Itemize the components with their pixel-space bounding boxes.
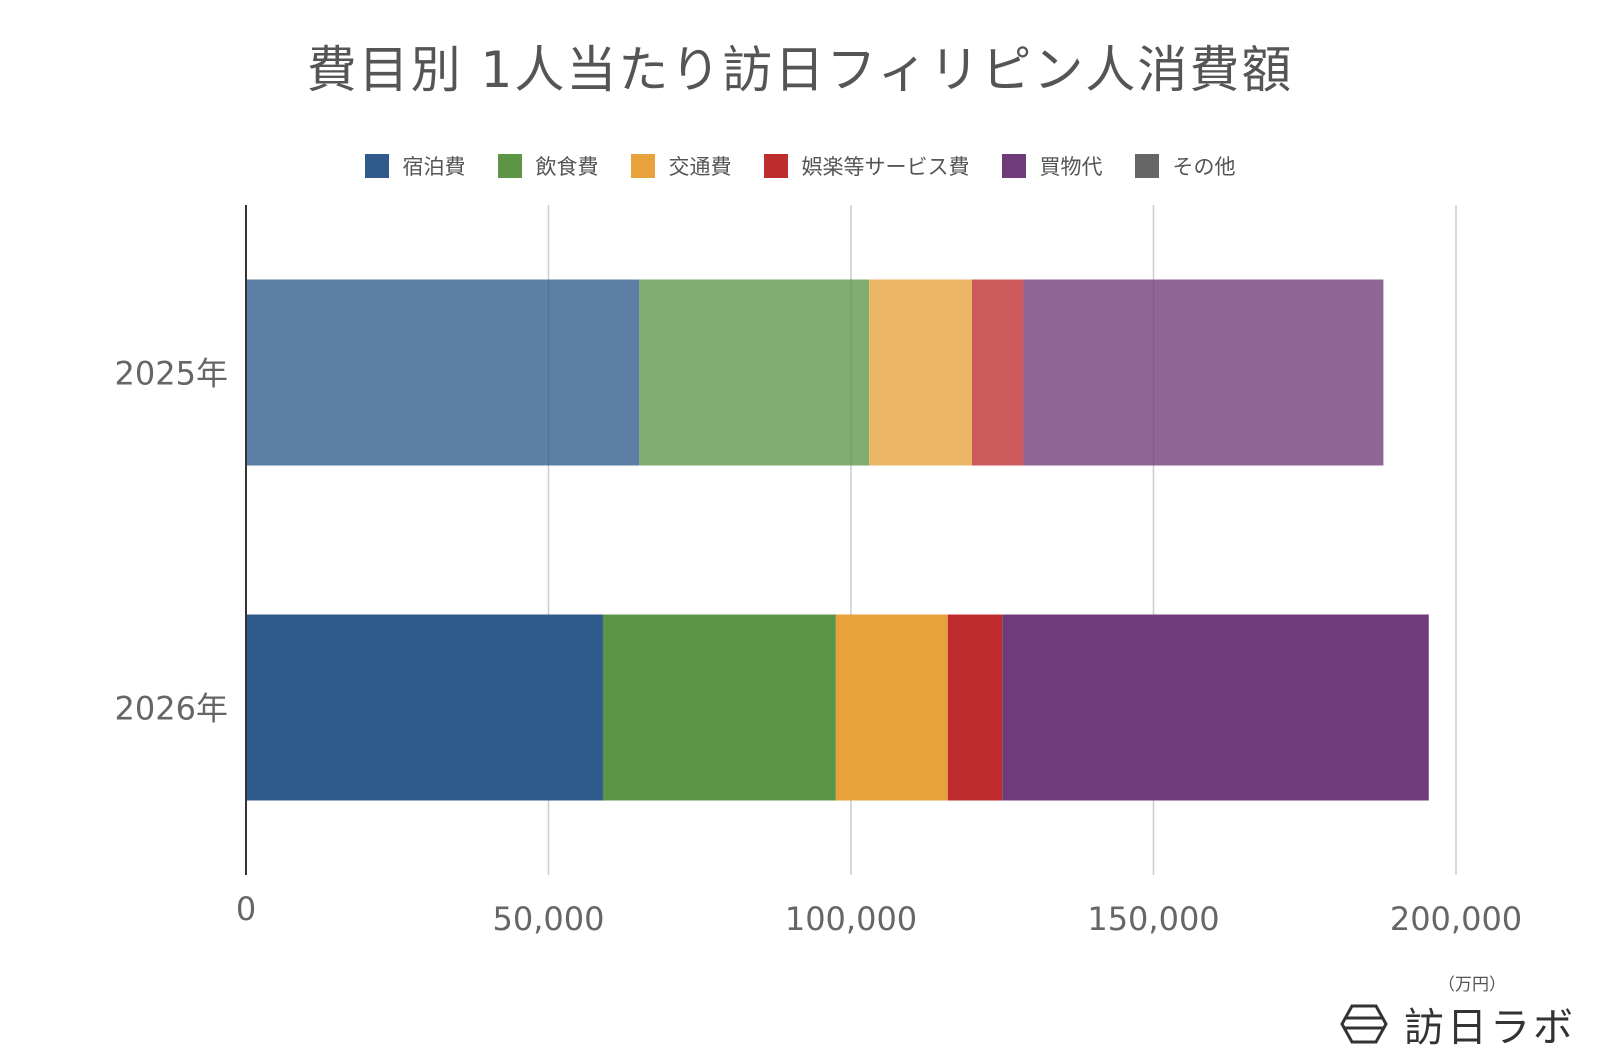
chart-title: 費目別 1人当たり訪日フィリピン人消費額 (306, 41, 1294, 99)
legend-item: 交通費 (630, 151, 732, 181)
legend-swatch (1001, 154, 1026, 178)
legend: 宿泊費 飲食費 交通費 娯楽等サービス費 買物代 その他 (0, 151, 1600, 181)
x-axis-unit: （万円） (1438, 975, 1506, 995)
bar-segment (246, 614, 603, 801)
legend-item: 娯楽等サービス費 (763, 151, 970, 181)
legend-item: 飲食費 (497, 151, 599, 181)
legend-item: その他 (1134, 151, 1236, 181)
x-tick-label: 200,000 (1390, 900, 1522, 938)
bar-segment (1002, 614, 1429, 801)
legend-swatch (630, 154, 655, 178)
legend-label: 交通費 (668, 155, 732, 179)
bar-segment (947, 614, 1003, 801)
legend-item: 買物代 (1001, 151, 1103, 181)
x-tick-label: 100,000 (785, 900, 917, 938)
legend-item: 宿泊費 (364, 151, 466, 181)
legend-swatch (364, 154, 389, 178)
bar-segment (602, 614, 836, 801)
bar-segment (639, 279, 870, 466)
category-label: 2025年 (115, 355, 228, 393)
x-tick-label: 0 (236, 890, 256, 928)
legend-swatch (1134, 154, 1159, 178)
legend-label: 宿泊費 (402, 155, 466, 179)
category-label: 2026年 (115, 690, 228, 728)
brand-logo: 訪日ラボ (1340, 995, 1576, 1053)
legend-label: 買物代 (1039, 155, 1103, 179)
legend-label: 娯楽等サービス費 (801, 155, 970, 179)
bar-segment (972, 279, 1024, 466)
bar-segment (1023, 279, 1384, 466)
x-tick-label: 50,000 (493, 900, 605, 938)
bar-segment (246, 279, 640, 466)
legend-label: 飲食費 (535, 155, 599, 179)
legend-swatch (497, 154, 522, 178)
brand-name: 訪日ラボ (1404, 1005, 1576, 1051)
bar-segment (869, 279, 972, 466)
brand-hexagon-icon (1340, 1004, 1388, 1044)
x-tick-label: 150,000 (1087, 900, 1219, 938)
legend-label: その他 (1172, 155, 1236, 179)
bar-segment (835, 614, 948, 801)
legend-swatch (763, 154, 788, 178)
